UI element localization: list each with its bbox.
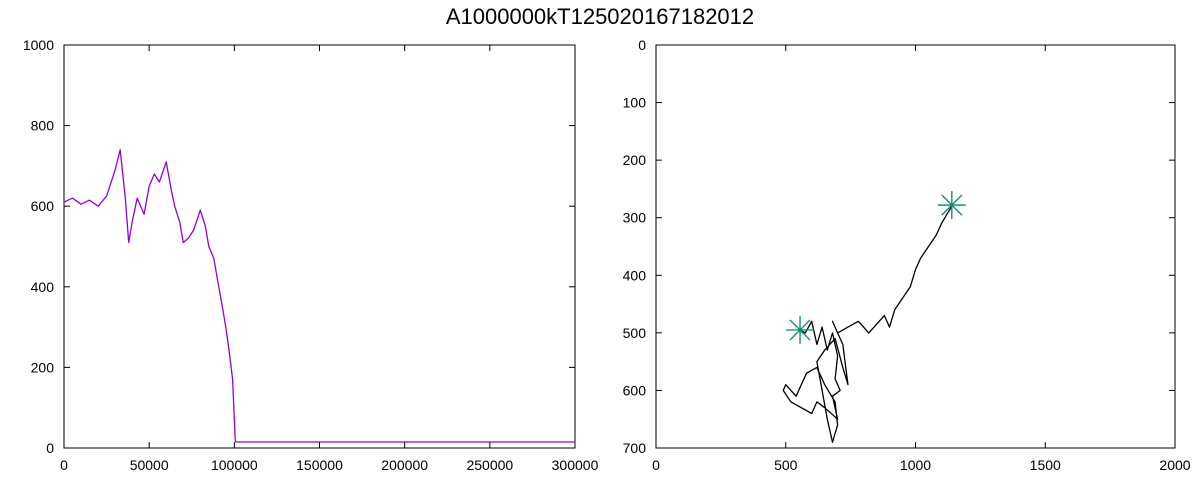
- plot-frame: [63, 44, 576, 449]
- x-tick-label: 2000: [1159, 457, 1190, 473]
- y-tick-label: 0: [46, 440, 54, 456]
- y-tick-label: 300: [623, 210, 647, 226]
- x-tick-label: 50000: [130, 457, 169, 473]
- x-tick-label: 1000: [900, 457, 931, 473]
- asterisk-marker-1: [937, 191, 966, 220]
- x-tick-label: 0: [652, 457, 660, 473]
- y-tick-label: 500: [623, 325, 647, 341]
- series-line-0: [63, 149, 575, 443]
- x-tick-label: 150000: [296, 457, 343, 473]
- x-tick-label: 100000: [211, 457, 258, 473]
- asterisk-marker-0: [786, 315, 815, 344]
- chart-trajectory: 0 500 1000 1500 2000 0 100 200 300 400 500 600 700: [623, 37, 1191, 473]
- y-tick-label: 200: [31, 359, 55, 375]
- y-tick-label: 400: [623, 267, 647, 283]
- x-tick-label: 1500: [1030, 457, 1061, 473]
- series-line-0: [782, 205, 953, 443]
- y-tick-label: 200: [623, 152, 647, 168]
- plot-frame: [655, 44, 1176, 449]
- x-tick-label: 0: [60, 457, 68, 473]
- y-tick-label: 800: [31, 118, 55, 134]
- y-tick-label: 600: [31, 198, 55, 214]
- y-tick-label: 600: [623, 382, 647, 398]
- x-tick-label: 200000: [381, 457, 428, 473]
- chart-population: 0 50000 100000 150000 200000 250000 300000 0 200…: [23, 37, 599, 473]
- page-title: A1000000kT125020167182012: [445, 4, 755, 29]
- y-tick-label: 100: [623, 95, 647, 111]
- x-tick-label: 300000: [552, 457, 599, 473]
- x-tick-label: 250000: [466, 457, 513, 473]
- y-tick-label: 1000: [23, 37, 54, 53]
- y-tick-label: 700: [623, 440, 647, 456]
- x-tick-label: 500: [774, 457, 798, 473]
- y-tick-label: 0: [638, 37, 646, 53]
- y-tick-label: 400: [31, 279, 55, 295]
